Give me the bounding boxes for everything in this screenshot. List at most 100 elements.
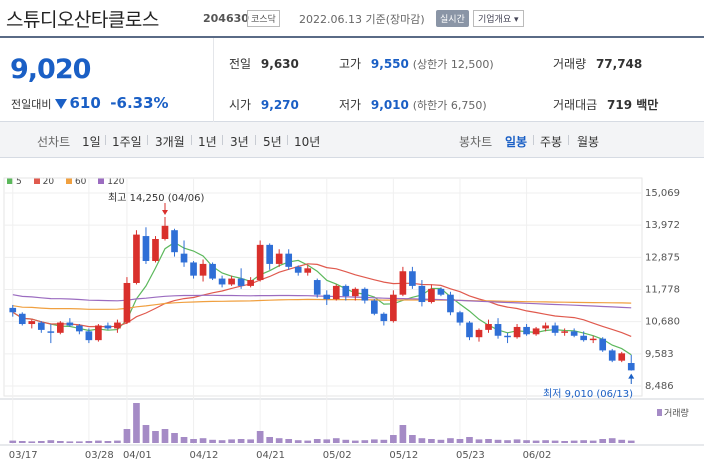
market-badge: 코스닥 bbox=[247, 10, 280, 27]
volume-bar bbox=[418, 438, 426, 443]
y-tick-label: 13,972 bbox=[645, 220, 680, 231]
candlesticks bbox=[9, 203, 635, 384]
volume-bar bbox=[104, 441, 112, 443]
legend-item-ma60: 60 bbox=[65, 177, 86, 187]
candle-body bbox=[304, 268, 312, 273]
candle-body bbox=[466, 322, 473, 338]
amount-value: 719 백만 bbox=[607, 98, 659, 112]
tab-3month[interactable]: 3개월 bbox=[155, 135, 185, 149]
line-chart-label: 선차트 bbox=[37, 135, 71, 149]
ma-line-60 bbox=[12, 298, 632, 310]
candle-body bbox=[209, 263, 216, 279]
low-value: 9,010 bbox=[370, 98, 409, 112]
candle-body bbox=[428, 288, 435, 303]
open-price: 시가 9,270 bbox=[229, 96, 299, 113]
volume-bar bbox=[542, 440, 549, 443]
volume-bar bbox=[247, 439, 254, 443]
tab-1year[interactable]: 1년 bbox=[198, 135, 217, 149]
candle-body bbox=[523, 326, 530, 335]
volume-bar bbox=[428, 439, 435, 443]
volume-bar bbox=[456, 439, 464, 443]
candle-body bbox=[66, 322, 74, 326]
legend-item-ma120: 120 bbox=[98, 177, 124, 187]
volume-bar bbox=[285, 439, 293, 443]
legend-swatch bbox=[33, 178, 40, 184]
candle-body bbox=[504, 335, 511, 338]
down-triangle-icon bbox=[55, 99, 68, 109]
candle-body bbox=[409, 271, 416, 286]
tab-1day[interactable]: 1일 bbox=[82, 135, 101, 149]
price-chart[interactable]: 15,069 13,972 12,875 11,778 10,680 9,583 8,486… bbox=[0, 158, 704, 475]
volume-bar bbox=[513, 439, 521, 443]
candle-body bbox=[37, 322, 45, 330]
realtime-button[interactable]: 실시간 bbox=[436, 10, 469, 27]
quote-panel: 9,020 전일대비 610 -6.33% 전일 9,630 고가 9,550 (… bbox=[0, 36, 704, 122]
volume-bar bbox=[589, 440, 597, 443]
x-tick-label: 05/02 bbox=[323, 450, 352, 461]
ma-line-120 bbox=[12, 294, 632, 309]
stock-header: 스튜디오산타클로스 204630 코스닥 2022.06.13 기준(장마감) … bbox=[0, 0, 704, 36]
tab-separator bbox=[533, 135, 534, 145]
volume-bars bbox=[9, 403, 662, 443]
volume-bar bbox=[409, 435, 416, 443]
x-tick-label: 04/12 bbox=[190, 450, 219, 461]
tab-3year[interactable]: 3년 bbox=[230, 135, 249, 149]
volume-bar bbox=[294, 440, 302, 443]
tab-monthly[interactable]: 월봉 bbox=[577, 135, 600, 149]
candle-body bbox=[142, 236, 150, 261]
candle-body bbox=[532, 328, 540, 335]
tab-separator bbox=[105, 135, 106, 145]
tab-weekly[interactable]: 주봉 bbox=[540, 135, 563, 149]
candle-body bbox=[152, 238, 159, 261]
candle-body bbox=[570, 331, 578, 336]
tab-10year[interactable]: 10년 bbox=[294, 135, 321, 149]
x-tick-label: 05/12 bbox=[389, 450, 418, 461]
volume-bar bbox=[580, 440, 587, 443]
company-info-dropdown[interactable]: 기업개요 ▾ bbox=[473, 10, 524, 27]
tab-separator bbox=[222, 135, 223, 145]
candle-body bbox=[171, 230, 178, 253]
volume-bar bbox=[504, 440, 511, 443]
volume-bar bbox=[390, 435, 397, 443]
candle-body bbox=[9, 307, 17, 313]
high-arrow-icon bbox=[162, 210, 168, 216]
open-label: 시가 bbox=[229, 98, 252, 112]
volume-bar bbox=[494, 439, 502, 443]
candle-body bbox=[627, 363, 635, 371]
volume-bar bbox=[66, 441, 74, 443]
current-price-box: 9,020 전일대비 610 -6.33% bbox=[0, 38, 214, 122]
volume-bar bbox=[209, 439, 216, 443]
volume-bar bbox=[237, 439, 245, 443]
lower-limit: (하한가 6,750) bbox=[412, 99, 487, 112]
volume-bar bbox=[142, 425, 150, 443]
stock-code: 204630 bbox=[203, 12, 249, 25]
y-tick-label: 10,680 bbox=[645, 317, 680, 328]
legend-item-ma20: 20 bbox=[33, 177, 54, 187]
day-low: 저가 9,010 (하한가 6,750) bbox=[339, 96, 487, 113]
y-tick-label: 9,583 bbox=[645, 349, 674, 360]
volume-bar bbox=[342, 439, 350, 443]
tab-daily[interactable]: 일봉 bbox=[505, 135, 528, 149]
tab-separator bbox=[287, 135, 288, 145]
candle-body bbox=[485, 324, 492, 330]
volume-bar bbox=[228, 439, 235, 443]
volume-bar bbox=[114, 440, 121, 443]
candle-body bbox=[342, 285, 350, 297]
chart-frame bbox=[3, 177, 643, 397]
volume-bar bbox=[133, 403, 140, 443]
candle-body bbox=[618, 353, 626, 361]
volume-bar bbox=[447, 438, 454, 443]
legend-swatch bbox=[98, 178, 105, 184]
volume-bar bbox=[332, 438, 340, 443]
candle-body bbox=[313, 280, 321, 295]
volume-value: 77,748 bbox=[595, 57, 643, 71]
upper-limit: (상한가 12,500) bbox=[412, 58, 494, 71]
tab-5year[interactable]: 5년 bbox=[263, 135, 282, 149]
volume-bar bbox=[57, 441, 64, 443]
candle-body bbox=[542, 325, 549, 329]
candle-body bbox=[561, 331, 568, 333]
tab-1week[interactable]: 1주일 bbox=[112, 135, 142, 149]
candle-body bbox=[256, 244, 264, 281]
candle-body bbox=[180, 253, 188, 263]
volume-bar bbox=[37, 441, 45, 443]
